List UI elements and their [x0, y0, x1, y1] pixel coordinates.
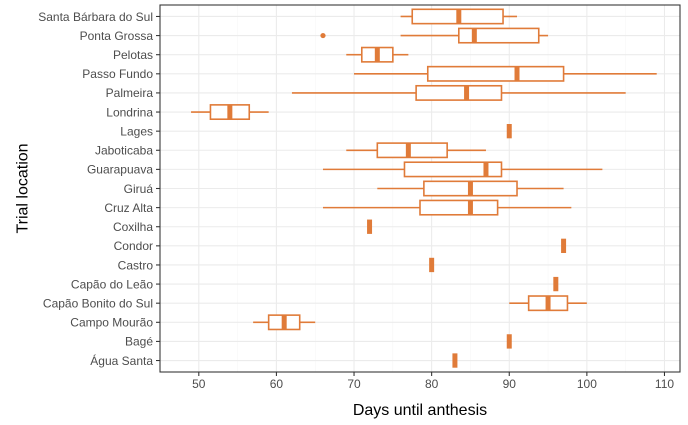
- y-tick-label: Bagé: [125, 335, 153, 349]
- y-tick-label: Passo Fundo: [82, 67, 153, 81]
- box-giruá: [377, 180, 564, 197]
- y-tick-label: Giruá: [124, 182, 154, 196]
- y-tick-label: Coxilha: [113, 220, 153, 234]
- y-tick-label: Castro: [118, 258, 154, 272]
- box-capão-bonito-do-sul: [509, 295, 587, 312]
- y-axis-title: Trial location: [15, 143, 32, 233]
- x-tick-label: 90: [503, 377, 517, 391]
- y-tick-label: Capão do Leão: [71, 277, 153, 291]
- box-iqr: [426, 65, 565, 82]
- y-tick-label: Água Santa: [90, 353, 153, 368]
- y-tick-label: Ponta Grossa: [80, 29, 154, 43]
- box-ponta-grossa: [320, 27, 549, 44]
- y-tick-label: Condor: [114, 239, 153, 253]
- y-tick-label: Palmeira: [106, 86, 154, 100]
- box-santa-bárbara-do-sul: [400, 8, 518, 25]
- y-tick-label: Campo Mourão: [70, 316, 153, 330]
- box-iqr: [415, 84, 503, 101]
- box-passo-fundo: [354, 65, 657, 82]
- y-tick-label: Santa Bárbara do Sul: [38, 10, 153, 24]
- box-guarapuava: [322, 161, 603, 178]
- y-tick-label: Jaboticaba: [95, 144, 153, 158]
- y-tick-label: Londrina: [106, 105, 153, 119]
- y-tick-label: Guarapuava: [87, 163, 153, 177]
- x-tick-label: 70: [347, 377, 361, 391]
- x-tick-label: 50: [192, 377, 206, 391]
- box-iqr: [458, 27, 540, 44]
- x-axis: 50 60 70 80 90 100 110: [192, 372, 674, 391]
- box-iqr: [403, 161, 503, 178]
- boxes: [191, 8, 657, 368]
- x-tick-label: 80: [425, 377, 439, 391]
- box-palmeira: [291, 84, 626, 101]
- x-tick-label: 110: [655, 377, 674, 391]
- y-tick-label: Lages: [120, 124, 153, 138]
- y-tick-label: Pelotas: [113, 48, 153, 62]
- y-axis: Santa Bárbara do Sul Ponta Grossa Pelotas P…: [38, 10, 160, 368]
- box-iqr: [376, 142, 448, 159]
- x-tick-label: 60: [270, 377, 284, 391]
- y-tick-label: Capão Bonito do Sul: [43, 296, 153, 310]
- box-cruz-alta: [322, 199, 572, 216]
- box-pelotas: [346, 46, 409, 63]
- x-axis-title: Days until anthesis: [353, 402, 487, 419]
- outlier-point: [320, 32, 326, 39]
- box-londrina: [191, 104, 269, 121]
- box-campo-mourão: [253, 314, 316, 331]
- box-iqr: [419, 199, 499, 216]
- y-tick-label: Cruz Alta: [104, 201, 153, 215]
- box-jaboticaba: [346, 142, 486, 159]
- x-tick-label: 100: [577, 377, 597, 391]
